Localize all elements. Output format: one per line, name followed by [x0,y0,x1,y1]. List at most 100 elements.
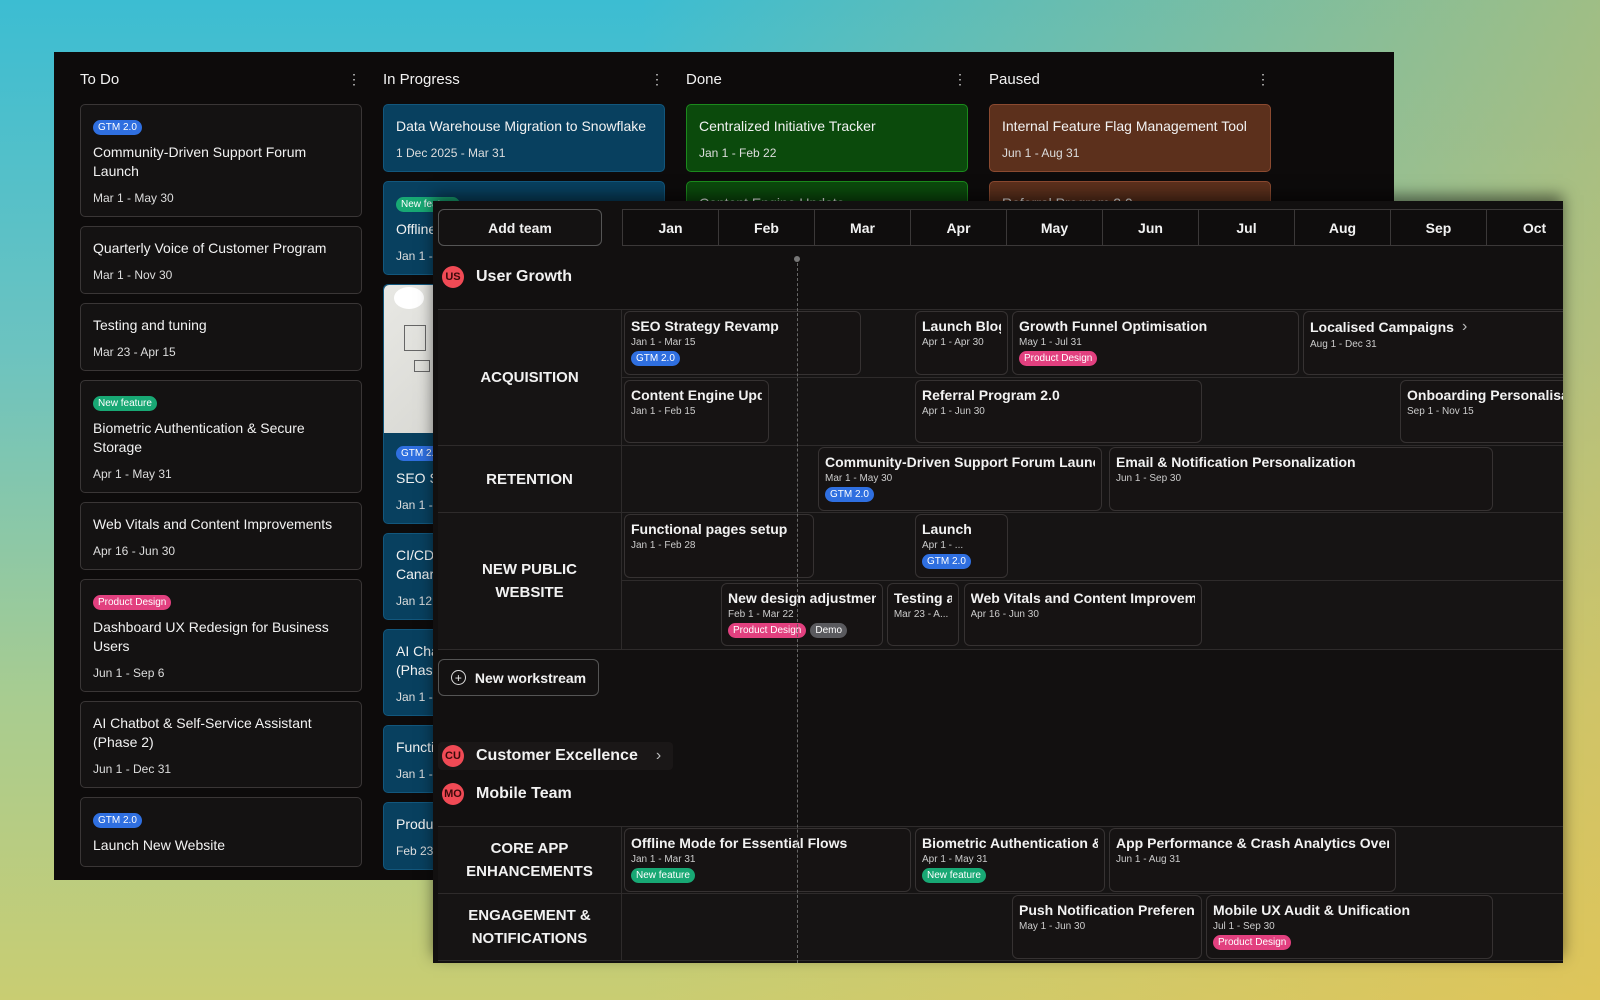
task-card[interactable]: Web Vitals and Content Improvements Apr 1… [80,502,362,570]
roadmap-item[interactable]: Functional pages setup Jan 1 - Feb 28 [624,514,814,578]
kebab-icon[interactable]: ⋮ [650,71,664,87]
month-feb: Feb [718,209,815,246]
today-marker [794,256,800,963]
month-aug: Aug [1294,209,1391,246]
add-team-button[interactable]: Add team [438,209,602,246]
card-title: Offline [396,221,437,237]
tag-badge: Product Design [1213,935,1292,950]
add-team-label: Add team [488,219,552,236]
item-title-row: Email & Notification Personalization [1116,454,1486,470]
task-card[interactable]: Testing and tuning Mar 23 - Apr 15 [80,303,362,371]
column-title: In Progress [383,70,460,88]
card-dates: Jun 1 - Sep 6 [93,666,165,680]
item-title: Referral Program 2.0 [922,387,1060,403]
item-dates: May 1 - Jun 30 [1019,921,1086,932]
card-dates: Jun 1 - Aug 31 [1002,146,1080,160]
item-title-row: SEO Strategy Revamp [631,318,854,334]
item-title-row: Launch Blog [922,318,1001,334]
roadmap-item[interactable]: Launch Apr 1 - ... GTM 2.0 [915,514,1008,578]
item-dates: Jan 1 - Mar 31 [631,854,696,865]
item-title-row: App Performance & Crash Analytics Overha… [1116,835,1389,851]
item-dates: Apr 1 - Jun 30 [922,406,985,417]
roadmap-item[interactable]: Referral Program 2.0 Apr 1 - Jun 30 [915,380,1202,443]
tag-badge: GTM 2.0 [825,487,874,502]
workstream-label: NEW PUBLIC WEBSITE [438,513,622,649]
item-title-row: Testing and tuning [894,590,953,606]
roadmap-item[interactable]: Content Engine Update Jan 1 - Feb 15 [624,380,769,443]
task-card[interactable]: Centralized Initiative Tracker Jan 1 - Fe… [686,104,968,172]
item-title: New design adjustments [728,590,876,606]
tag-badge: GTM 2.0 [93,813,142,828]
task-card[interactable]: GTM 2.0 Community-Driven Support Forum La… [80,104,362,217]
roadmap-item[interactable]: Community-Driven Support Forum Launch Mar… [818,447,1102,511]
kebab-icon[interactable]: ⋮ [1256,71,1270,87]
card-dates: Mar 1 - May 30 [93,191,174,205]
item-dates: Aug 1 - Dec 31 [1310,339,1377,350]
roadmap-item[interactable]: Push Notification Preferences May 1 - Jun… [1012,895,1202,959]
card-dates: Feb 23 [396,844,434,858]
card-dates: Mar 1 - Nov 30 [93,268,173,282]
month-apr: Apr [910,209,1007,246]
card-title: Launch New Website [93,837,226,853]
card-title: Web Vitals and Content Improvements [93,516,333,532]
plus-circle-icon: + [450,670,466,685]
team-avatar: MO [442,783,464,805]
item-tags: GTM 2.0 [825,487,1095,502]
task-card[interactable]: New feature Biometric Authentication & Se… [80,380,362,493]
roadmap-item[interactable]: Onboarding Personalisation Sep 1 - Nov 15 [1400,380,1563,443]
item-title-row: Onboarding Personalisation [1407,387,1563,403]
roadmap-item[interactable]: Launch Blog Apr 1 - Apr 30 [915,311,1008,375]
item-dates: Apr 1 - ... [922,540,964,551]
task-card[interactable]: AI Chatbot & Self-Service Assistant (Pha… [80,701,362,788]
task-card[interactable]: Data Warehouse Migration to Snowflake 1 D… [383,104,665,172]
task-card[interactable]: Internal Feature Flag Management Tool Jun… [989,104,1271,172]
team-mobile[interactable]: MO Mobile Team [438,780,584,808]
item-title-row: Biometric Authentication & Secure Storag… [922,835,1098,851]
tag-badge: GTM 2.0 [396,446,445,461]
timeline-lane: Content Engine Update Jan 1 - Feb 15 Refer… [622,377,1563,445]
column-title: Paused [989,70,1040,88]
roadmap-item[interactable]: Localised Campaigns › Aug 1 - Dec 31 [1303,311,1563,375]
card-dates: Jun 1 - Dec 31 [93,762,172,776]
card-dates: Jan 1 - [396,690,433,704]
roadmap-item[interactable]: App Performance & Crash Analytics Overha… [1109,828,1396,892]
roadmap-item[interactable]: Growth Funnel Optimisation May 1 - Jul 31… [1012,311,1299,375]
card-title: Internal Feature Flag Management Tool [1002,118,1247,134]
task-card[interactable]: GTM 2.0 Launch New Website [80,797,362,867]
roadmap-item[interactable]: Web Vitals and Content Improvements Apr 1… [963,583,1202,646]
roadmap-item[interactable]: Biometric Authentication & Secure Storag… [915,828,1105,892]
roadmap-item[interactable]: Email & Notification Personalization Jun … [1109,447,1493,511]
item-tags: New feature [631,868,904,883]
roadmap-item[interactable]: SEO Strategy Revamp Jan 1 - Mar 15 GTM 2.0 [624,311,861,375]
card-dates: 1 Dec 2025 - Mar 31 [396,146,506,160]
card-title: Produ [396,816,434,832]
timeline-lane: Offline Mode for Essential Flows Jan 1 - … [622,826,1563,894]
item-title: Offline Mode for Essential Flows [631,835,848,851]
roadmap-item[interactable]: New design adjustments Feb 1 - Mar 22 Prod… [721,583,883,646]
task-card[interactable]: Product Design Dashboard UX Redesign for … [80,579,362,692]
item-tags: Product Design Demo [728,623,876,638]
column-title: Done [686,70,722,88]
kebab-icon[interactable]: ⋮ [347,71,361,87]
roadmap-item[interactable]: Testing and tuning Mar 23 - A... [886,583,960,646]
item-dates: Jul 1 - Sep 30 [1213,921,1275,932]
item-dates: Jan 1 - Mar 15 [631,337,696,348]
item-title: Functional pages setup [631,521,788,537]
roadmap-item[interactable]: Offline Mode for Essential Flows Jan 1 - … [624,828,911,892]
item-title-row: Content Engine Update [631,387,762,403]
item-title-row: Growth Funnel Optimisation [1019,318,1292,334]
team-customer-excellence[interactable]: CU Customer Excellence › [438,742,674,770]
kebab-icon[interactable]: ⋮ [953,71,967,87]
tag-badge: GTM 2.0 [922,554,971,569]
team-user-growth[interactable]: US User Growth [438,263,584,291]
tag-badge: New feature [631,868,695,883]
item-dates: Feb 1 - Mar 22 [728,609,794,620]
card-title: AI Chatbot & Self-Service Assistant (Pha… [93,715,312,750]
new-workstream-button[interactable]: + New workstream [438,659,599,696]
card-dates: Apr 16 - Jun 30 [93,544,176,558]
item-title-row: Functional pages setup [631,521,807,537]
card-dates: Jan 1 - [396,767,433,781]
item-dates: Apr 1 - May 31 [922,854,988,865]
task-card[interactable]: Quarterly Voice of Customer Program Mar 1… [80,226,362,294]
roadmap-item[interactable]: Mobile UX Audit & Unification Jul 1 - Sep… [1206,895,1493,959]
